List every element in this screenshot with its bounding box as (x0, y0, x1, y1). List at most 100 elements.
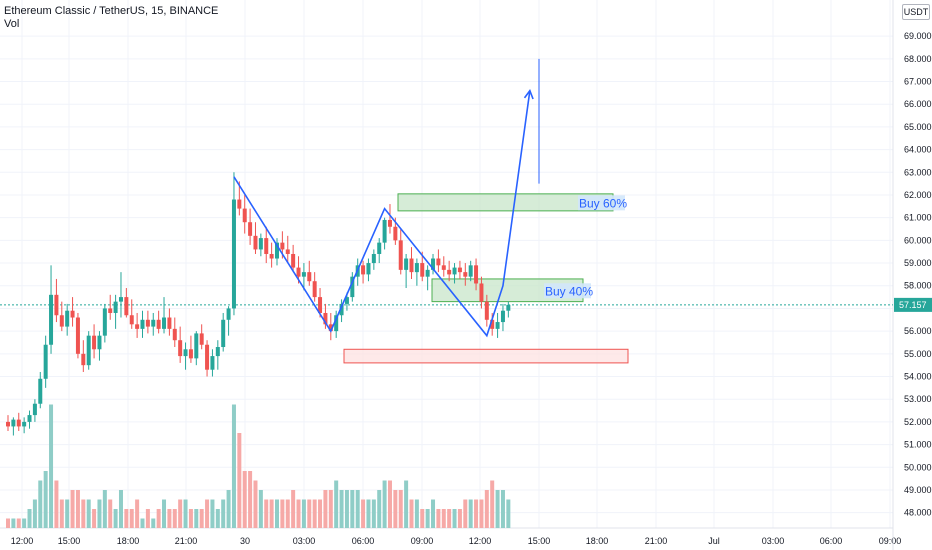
volume-bar (97, 499, 102, 528)
candle-body (264, 238, 269, 254)
candle-body (167, 317, 172, 329)
candle-body (398, 240, 403, 270)
volume-bar (280, 499, 285, 528)
volume-bar (436, 509, 441, 528)
volume-bar (377, 490, 382, 528)
candle-body (280, 242, 285, 250)
x-tick-label: 09:00 (411, 536, 434, 546)
volume-bar (275, 499, 279, 528)
candle-body (409, 258, 414, 273)
volume-bar (215, 509, 220, 528)
candle-body (420, 263, 425, 277)
candle-body (178, 340, 183, 357)
candle-body (334, 315, 339, 332)
candle-body (86, 335, 91, 366)
y-tick-label: 56.000 (904, 326, 932, 336)
volume-bar (296, 499, 301, 528)
zone-label-bg (544, 283, 591, 299)
volume-bar (355, 490, 360, 528)
x-tick-label: 21:00 (175, 536, 198, 546)
zone-label: Buy 60% (579, 196, 627, 210)
candle-body (248, 222, 253, 236)
x-tick-label: 18:00 (117, 536, 140, 546)
x-tick-label: 30 (240, 536, 250, 546)
volume-bar (474, 499, 479, 528)
volume-bar (6, 518, 10, 528)
candle-body (38, 378, 43, 404)
candle-body (495, 322, 500, 329)
candle-body (145, 319, 150, 327)
candle-body (328, 324, 333, 332)
candle-body (253, 235, 258, 250)
volume-bar (167, 509, 172, 528)
volume-bar (495, 490, 500, 528)
volume-bar (484, 490, 489, 528)
x-tick-label: 12:00 (11, 536, 34, 546)
y-tick-label: 54.000 (904, 372, 932, 382)
plot-area (0, 0, 893, 528)
unit-button[interactable]: USDT (902, 4, 930, 20)
volume-bar (269, 499, 274, 528)
volume-bar (27, 509, 32, 528)
candle-body (172, 328, 177, 341)
y-tick-label: 66.000 (904, 99, 932, 109)
candle-body (425, 269, 430, 277)
volume-bar (420, 509, 425, 528)
candle-body (490, 319, 495, 329)
volume-bar (387, 480, 392, 528)
volume-bar (231, 404, 236, 528)
candle-body (269, 253, 274, 259)
last-price-badge (894, 297, 932, 312)
candle-body (162, 317, 167, 329)
candle-body (339, 303, 344, 316)
y-tick-label: 62.000 (904, 190, 932, 200)
volume-bar (500, 490, 505, 528)
candle-body (97, 335, 102, 350)
volume-bar (414, 499, 419, 528)
volume-bar (334, 480, 339, 528)
price-zone (343, 348, 629, 364)
volume-label: Vol (4, 18, 20, 30)
candle-body (344, 297, 349, 304)
volume-bar (291, 490, 296, 528)
volume-bar (237, 433, 242, 528)
y-tick-label: 53.000 (904, 394, 932, 404)
candle-body (382, 219, 387, 243)
candle-body (291, 253, 296, 268)
candle-body (275, 242, 279, 259)
candle-body (479, 283, 484, 302)
volume-bar (59, 499, 64, 528)
volume-bar (318, 499, 323, 528)
y-tick-label: 51.000 (904, 440, 932, 450)
y-tick-label: 58.000 (904, 281, 932, 291)
candle-body (237, 199, 242, 209)
candle-body (404, 258, 409, 270)
candle-body (92, 335, 97, 350)
candle-body (285, 249, 290, 254)
volume-bar (441, 509, 446, 528)
y-tick-label: 61.000 (904, 213, 932, 223)
candle-body (312, 281, 317, 298)
candle-body (371, 253, 376, 264)
x-tick-label: 06:00 (820, 536, 843, 546)
candle-body (183, 349, 188, 357)
candle-body (108, 308, 113, 313)
candle-body (296, 267, 301, 277)
volume-bar (38, 480, 43, 528)
candle-body (221, 319, 226, 348)
x-tick-label: 09:00 (879, 536, 902, 546)
candle-body (307, 272, 312, 282)
volume-bar (226, 490, 231, 528)
candle-body (151, 319, 156, 327)
candle-body (113, 301, 118, 313)
x-tick-label: 21:00 (645, 536, 668, 546)
volume-bar (490, 480, 495, 528)
y-tick-label: 69.000 (904, 31, 932, 41)
candle-body (11, 419, 16, 427)
candle-body (452, 267, 457, 275)
candle-body (188, 349, 193, 359)
volume-bar (431, 499, 436, 528)
volume-bar (102, 490, 107, 528)
candle-body (59, 315, 64, 327)
